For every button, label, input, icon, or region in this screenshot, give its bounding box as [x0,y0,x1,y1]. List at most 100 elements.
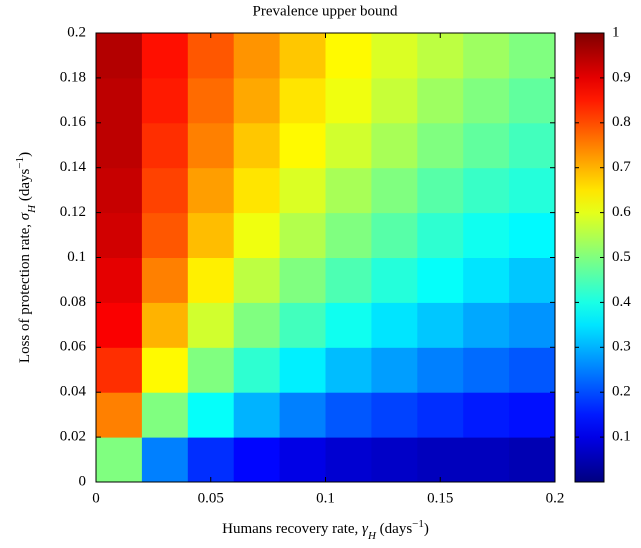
heat-cell [325,122,372,169]
x-axis-label: Humans recovery rate, γH (days−1) [222,518,429,542]
x-tick-label: 0.15 [427,490,453,506]
x-axis-label-part: Humans recovery rate, [222,521,362,537]
colorbar-tick-label: 0.1 [612,429,631,445]
heat-cell [371,437,418,483]
heat-cell [187,347,235,393]
y-tick-label: 0 [79,473,87,489]
y-tick-label: 0.02 [60,429,86,445]
x-axis-label-part: (days [376,521,412,537]
heat-cell [96,437,143,483]
heat-cell [463,257,510,303]
heat-cell [463,33,510,79]
heat-cell [141,167,189,214]
y-axis-label-part: Loss of protection rate, [17,220,33,363]
heat-cell [279,167,326,214]
chart-title: Prevalence upper bound [253,3,398,19]
y-axis-label-part: H [26,204,38,214]
heat-cell [187,33,235,79]
heat-cell [279,347,326,393]
heat-cell [233,302,281,348]
heat-cell [463,392,510,438]
heat-cell [187,257,235,303]
heat-cell [371,257,418,303]
heat-cell [509,257,556,303]
heat-cell [233,392,281,438]
y-tick-label: 0.12 [60,204,86,220]
colorbar-tick-label: 1 [612,24,620,40]
heat-cell [141,257,189,303]
heat-cell [96,33,143,79]
colorbar-tick-label: 0.9 [612,69,631,85]
heat-cell [463,302,510,348]
heat-cell [371,392,418,438]
heat-cell [325,257,372,303]
heat-cell [417,167,464,214]
y-axis-label-part: ) [17,152,33,157]
heat-cell [325,167,372,214]
y-tick-label: 0.1 [67,249,86,265]
heat-cell [417,302,464,348]
heat-cell [463,122,510,169]
heat-cell [96,257,143,303]
heat-cell [96,122,143,169]
heat-cell [325,302,372,348]
y-axis-label: Loss of protection rate, σH (days−1) [14,152,38,363]
heat-cell [279,212,326,258]
heat-cell [233,167,281,214]
heat-cell [417,212,464,258]
heat-cell [509,33,556,79]
heat-cell [279,77,326,124]
heat-cell [325,212,372,258]
heat-cell [141,392,189,438]
heat-cell [96,167,143,214]
colorbar-tick-label: 0.4 [612,294,631,310]
colorbar-tick-label: 0.7 [612,159,631,175]
heat-cell [509,77,556,124]
heat-cell [141,212,189,258]
x-axis-label-part: γ [362,521,369,537]
heat-cell [463,167,510,214]
heat-cell [417,347,464,393]
heat-cell [233,437,281,483]
y-tick-label: 0.04 [60,384,87,400]
heat-cell [509,167,556,214]
heat-cell [463,212,510,258]
y-axis-label-part: σ [17,212,33,220]
colorbar-tick-label: 0.2 [612,384,631,400]
heat-cell [279,33,326,79]
heat-cell [463,77,510,124]
heat-cell [187,167,235,214]
heat-cell [509,392,556,438]
heat-cell [509,437,556,483]
y-tick-label: 0.2 [67,24,86,40]
heat-cell [325,347,372,393]
y-tick-label: 0.14 [60,159,87,175]
heat-cell [187,302,235,348]
heat-cell [96,302,143,348]
colorbar-tick-label: 0.6 [612,204,631,220]
heat-cell [141,122,189,169]
x-tick-label: 0.05 [198,490,224,506]
heat-cell [279,122,326,169]
x-tick-label: 0.1 [316,490,335,506]
heat-cell [371,33,418,79]
heat-cell [417,392,464,438]
heat-cell [417,257,464,303]
heat-cell [141,347,189,393]
heat-cell [233,33,281,79]
heat-cell [141,77,189,124]
heat-cell [233,257,281,303]
heat-cell [96,392,143,438]
x-axis-label-part: −1 [412,518,424,530]
heat-cell [417,122,464,169]
heat-cell [325,437,372,483]
heat-cell [233,77,281,124]
heat-cell [463,437,510,483]
heat-cell [279,392,326,438]
colorbar-tick-label: 0.5 [612,249,631,265]
heat-cell [509,302,556,348]
heat-cell [325,392,372,438]
heat-cell [187,122,235,169]
heat-cell [325,77,372,124]
